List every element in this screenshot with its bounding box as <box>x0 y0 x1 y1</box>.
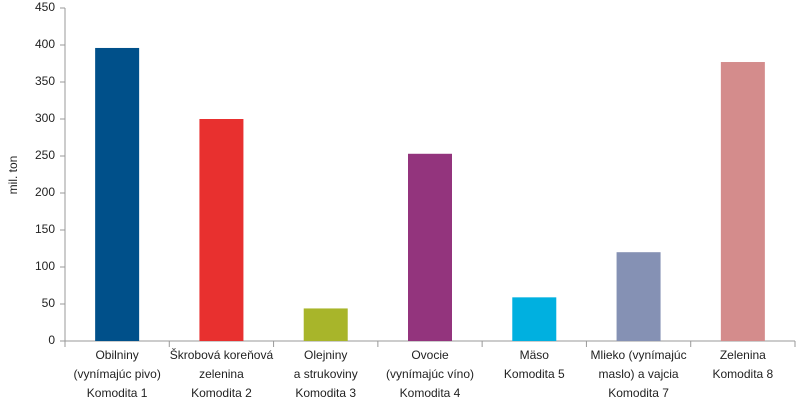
y-tick-label: 50 <box>42 296 56 310</box>
x-tick-label: Zelenina Komodita 8 <box>713 348 774 381</box>
bar <box>512 297 557 341</box>
y-tick-label: 100 <box>35 259 55 273</box>
x-tick-label: Ovocie (vynímajúc víno) Komodita 4 <box>386 348 474 400</box>
y-tick-label: 250 <box>35 148 55 162</box>
bar <box>95 47 140 342</box>
bar <box>408 153 452 341</box>
y-axis-label: mil. ton <box>6 156 20 195</box>
x-tick-label: Škrobová koreňová zelenina Komodita 2 <box>170 347 274 400</box>
bar <box>303 308 348 341</box>
x-tick-label: Mäso Komodita 5 <box>504 348 565 381</box>
y-tick-label: 0 <box>48 333 55 347</box>
y-tick-label: 200 <box>35 185 55 199</box>
x-tick-label: Mlieko (vynímajúc maslo) a vajcia Komodita… <box>591 348 687 400</box>
bar <box>199 119 244 341</box>
y-tick-label: 450 <box>35 0 55 14</box>
y-tick-label: 150 <box>35 222 55 236</box>
x-tick-label: Obilniny (vynímajúc pivo) Komodita 1 <box>73 348 160 400</box>
y-tick-label: 400 <box>35 37 55 51</box>
bar <box>616 252 661 341</box>
y-tick-label: 300 <box>35 111 55 125</box>
x-tick-label: Olejniny a strukoviny Komodita 3 <box>294 348 358 400</box>
bar <box>720 62 765 342</box>
y-tick-label: 350 <box>35 74 55 88</box>
